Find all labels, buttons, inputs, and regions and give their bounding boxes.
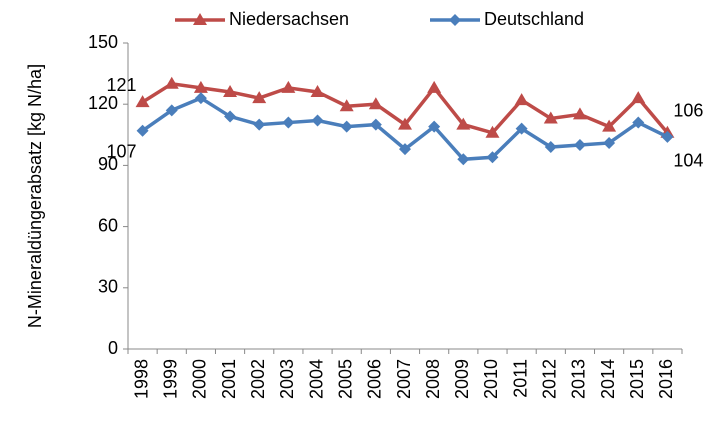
data-label: 121: [107, 75, 137, 95]
marker: [457, 153, 470, 166]
marker: [340, 120, 353, 133]
x-tick-label: 2005: [335, 359, 355, 399]
marker: [449, 14, 461, 26]
y-tick-label: 150: [88, 32, 118, 52]
marker: [310, 84, 325, 97]
marker: [631, 91, 646, 104]
marker: [456, 117, 471, 130]
x-tick-label: 2001: [219, 359, 239, 399]
marker: [573, 139, 586, 151]
marker: [544, 141, 557, 154]
data-label: 106: [673, 101, 703, 121]
marker: [223, 84, 238, 97]
marker: [514, 93, 529, 106]
x-tick-label: 2009: [452, 359, 472, 399]
marker: [399, 143, 411, 156]
x-tick-label: 2007: [394, 359, 414, 399]
marker: [136, 124, 149, 137]
y-axis-title: N-Mineraldüngerabsatz [kg N/ha]: [25, 64, 45, 328]
y-tick-label: 0: [108, 338, 118, 358]
legend-label: Niedersachsen: [229, 9, 349, 29]
y-tick-label: 90: [98, 154, 118, 174]
y-tick-label: 60: [98, 215, 118, 235]
x-tick-label: 2013: [569, 359, 589, 399]
marker: [224, 110, 237, 123]
marker: [515, 122, 528, 135]
marker: [602, 119, 617, 132]
marker: [603, 136, 616, 149]
marker: [428, 120, 441, 133]
marker: [632, 116, 645, 129]
data-label: 104: [673, 151, 703, 171]
x-tick-label: 2012: [540, 359, 560, 399]
marker: [543, 111, 558, 124]
x-tick-label: 2003: [277, 359, 297, 399]
x-tick-label: 2011: [510, 359, 530, 398]
x-tick-label: 2000: [190, 359, 210, 399]
marker: [193, 13, 207, 25]
marker: [398, 117, 412, 130]
x-tick-label: 2008: [423, 359, 443, 399]
x-tick-label: 2015: [627, 359, 647, 399]
y-tick-label: 120: [88, 93, 118, 113]
marker: [165, 104, 178, 117]
marker: [572, 107, 587, 120]
marker: [194, 92, 207, 105]
marker: [252, 91, 267, 104]
marker: [486, 151, 499, 164]
data-label: 107: [107, 141, 137, 161]
marker: [253, 118, 266, 131]
marker: [193, 80, 208, 93]
marker: [485, 125, 500, 138]
marker: [369, 118, 382, 131]
marker: [661, 130, 674, 143]
x-tick-label: 2010: [481, 359, 501, 399]
marker: [368, 97, 383, 110]
marker: [282, 116, 295, 129]
marker: [427, 80, 442, 93]
x-tick-label: 2016: [656, 359, 676, 399]
y-tick-label: 30: [98, 277, 118, 297]
marker: [281, 80, 296, 93]
x-tick-label: 2002: [248, 359, 268, 399]
x-tick-label: 2006: [365, 359, 385, 399]
marker: [339, 99, 354, 112]
marker: [135, 95, 150, 108]
marker: [164, 76, 179, 89]
x-tick-label: 2014: [598, 359, 618, 399]
x-tick-label: 1998: [131, 359, 151, 399]
x-tick-label: 1999: [160, 359, 180, 399]
legend-label: Deutschland: [484, 9, 584, 29]
marker: [311, 114, 324, 127]
x-tick-label: 2004: [306, 359, 326, 399]
